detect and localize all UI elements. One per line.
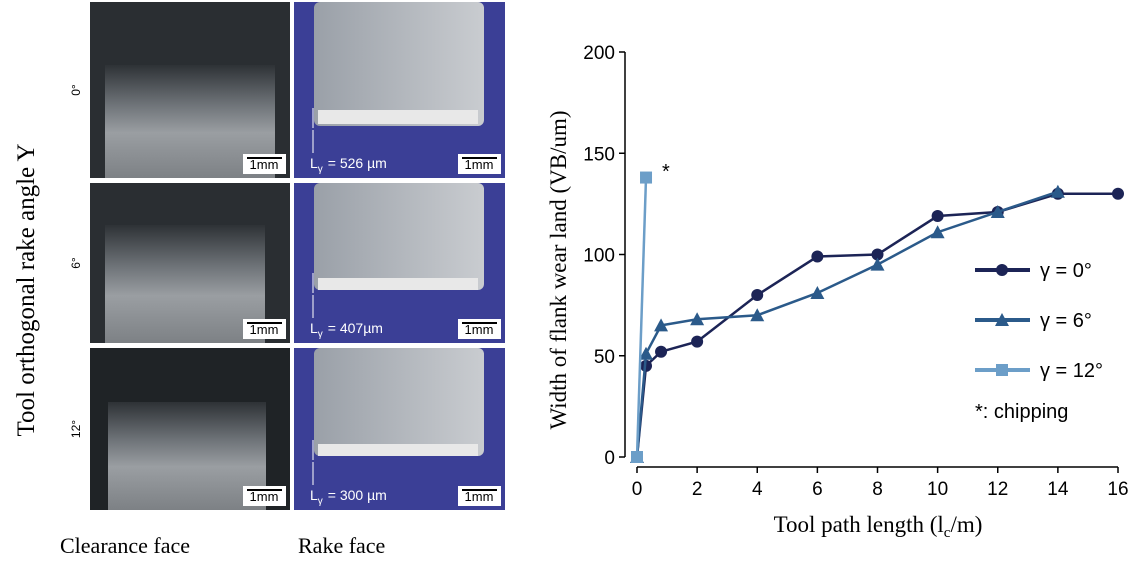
x-tick-label: 4 — [752, 479, 763, 500]
y-tick-label: 50 — [594, 347, 615, 368]
panel-y-label: Tool orthogonal rake angle Y — [13, 143, 40, 436]
x-label-end: /m) — [950, 512, 982, 537]
point — [811, 251, 823, 263]
scale-label: 1mm — [465, 157, 494, 172]
y-tick-label: 100 — [583, 246, 615, 267]
legend-label: γ = 12° — [1040, 360, 1103, 382]
row-angle: 6° — [69, 257, 83, 269]
x-tick-label: 2 — [692, 479, 703, 500]
point — [932, 210, 944, 222]
x-tick-label: 6 — [812, 479, 823, 500]
length-subscript: γ — [318, 496, 323, 507]
y-tick-label: 200 — [583, 43, 615, 64]
annotation: *: chipping — [975, 401, 1068, 423]
x-tick-label: 16 — [1107, 479, 1128, 500]
chart: 0 50 100 150 200 0 2 4 6 8 10 12 14 16 Width of flank … — [546, 43, 1129, 541]
legend-marker — [996, 264, 1008, 276]
x-tick-label: 0 — [632, 479, 643, 500]
length-symbol: L — [310, 320, 318, 336]
length-value: = 526 µm — [328, 155, 387, 171]
point — [655, 346, 667, 358]
figure: Tool orthogonal rake angle Y Clearance f… — [0, 0, 1134, 559]
x-tick-label: 10 — [927, 479, 948, 500]
y-tick-label: 0 — [604, 448, 615, 469]
length-value: = 300 µm — [328, 487, 387, 503]
scale-label: 1mm — [250, 489, 279, 504]
row-angle: 0° — [69, 84, 83, 96]
scale-label: 1mm — [465, 322, 494, 337]
length-symbol: L — [310, 487, 318, 503]
point — [751, 289, 763, 301]
x-tick-label: 14 — [1047, 479, 1069, 500]
legend-label: γ = 6° — [1040, 310, 1092, 332]
length-symbol: L — [310, 155, 318, 171]
annotation: * — [662, 161, 670, 183]
point — [631, 451, 643, 463]
photo-grid — [88, 0, 506, 512]
length-subscript: γ — [318, 164, 323, 175]
legend-marker — [996, 364, 1008, 376]
column-label: Rake face — [298, 533, 385, 558]
scale-label: 1mm — [250, 157, 279, 172]
row-angle: 12° — [69, 420, 83, 438]
y-axis-label: Width of flank wear land (VB/um) — [546, 110, 571, 429]
point — [810, 286, 824, 299]
x-axis-label: Tool path length (lc/m) — [774, 512, 983, 541]
point — [1112, 188, 1124, 200]
scale-label: 1mm — [250, 322, 279, 337]
column-label: Clearance face — [60, 533, 190, 558]
point — [691, 336, 703, 348]
length-subscript: γ — [318, 329, 323, 340]
x-label-main: Tool path length (l — [774, 512, 944, 537]
x-tick-label: 8 — [872, 479, 883, 500]
y-tick-label: 150 — [583, 144, 615, 165]
legend-label: γ = 0° — [1040, 260, 1092, 282]
point — [640, 172, 652, 184]
point — [871, 258, 885, 271]
length-value: = 407µm — [328, 320, 383, 336]
x-tick-label: 12 — [987, 479, 1008, 500]
scale-label: 1mm — [465, 489, 494, 504]
